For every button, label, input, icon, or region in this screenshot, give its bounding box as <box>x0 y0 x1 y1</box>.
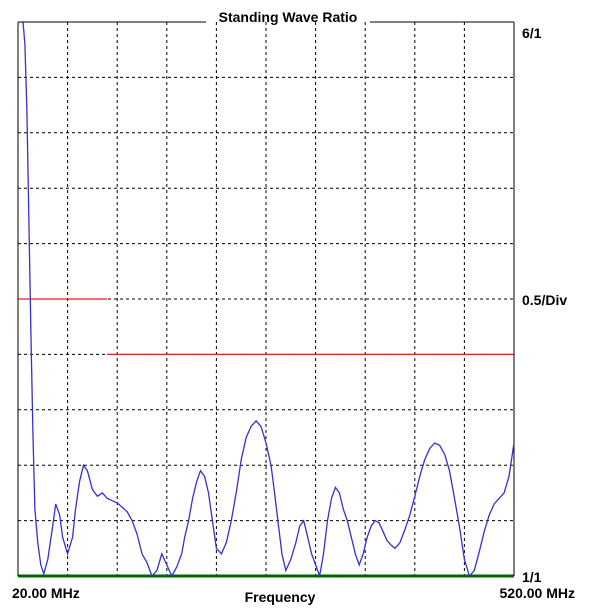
x-axis-label: Frequency <box>245 589 316 605</box>
y-min-label: 1/1 <box>522 569 542 585</box>
x-start-label: 20.00 MHz <box>12 585 80 601</box>
x-end-label: 520.00 MHz <box>500 585 575 601</box>
swr-trace <box>22 21 515 579</box>
chart-title: Standing Wave Ratio <box>219 9 358 25</box>
grid <box>18 22 514 576</box>
limit-lines <box>18 298 514 356</box>
y-division-label: 0.5/Div <box>522 292 567 308</box>
y-max-label: 6/1 <box>522 25 542 41</box>
